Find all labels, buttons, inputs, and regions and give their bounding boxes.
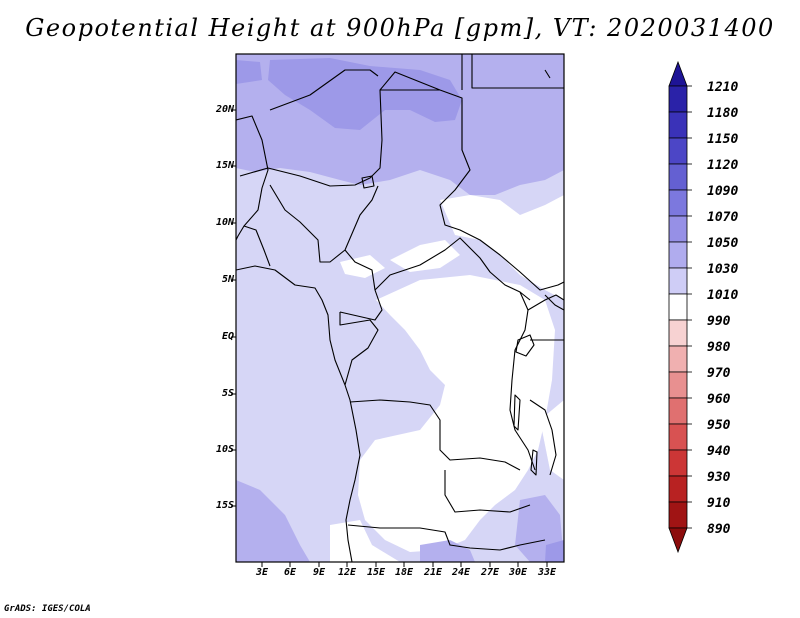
map-frame xyxy=(235,53,565,563)
border-chad-sudan xyxy=(380,89,463,150)
border-sahel xyxy=(239,71,564,291)
lon-label: 12E xyxy=(337,567,357,578)
coastline-west-africa xyxy=(236,265,361,562)
lon-label: 21E xyxy=(423,567,443,578)
lat-label: 10S xyxy=(215,444,234,455)
colorbar-label: 1090 xyxy=(707,184,739,199)
border-zambia xyxy=(444,470,531,513)
colorbar-label: 940 xyxy=(707,444,731,459)
field-white-blob2 xyxy=(340,255,385,278)
colorbar-label: 990 xyxy=(707,314,731,329)
lon-label: 3E xyxy=(255,567,269,578)
lat-label: 20N xyxy=(215,104,234,115)
colorbar-label: 970 xyxy=(707,366,731,381)
field-1050-north xyxy=(268,58,462,130)
border-tanzania xyxy=(529,399,557,476)
field-white-east xyxy=(540,400,564,480)
colorbar-swatch xyxy=(668,345,688,373)
colorbar-label: 1050 xyxy=(707,236,739,251)
colorbar-swatch xyxy=(668,371,688,399)
colorbar-label: 930 xyxy=(707,470,731,485)
colorbar-swatch xyxy=(668,163,688,191)
colorbar-swatch xyxy=(668,527,688,554)
lon-label: 9E xyxy=(312,567,326,578)
border-nigeria xyxy=(269,184,379,263)
border-angola-south xyxy=(347,524,546,551)
footer-credit: GrADS: IGES/COLA xyxy=(4,604,91,614)
lake-chad xyxy=(361,175,375,189)
field-1050-se xyxy=(545,540,564,562)
colorbar-label: 960 xyxy=(707,392,731,407)
lake-victoria xyxy=(515,334,535,357)
colorbar-label: 1030 xyxy=(707,262,739,277)
lon-label: 15E xyxy=(366,567,386,578)
colorbar-label: 910 xyxy=(707,496,731,511)
colorbar-label: 1180 xyxy=(707,106,739,121)
colorbar-swatch xyxy=(668,449,688,477)
field-white-north xyxy=(440,195,564,300)
colorbar-swatch xyxy=(668,85,688,113)
colorbar-swatch xyxy=(668,319,688,347)
field-1030-sw xyxy=(236,480,310,562)
map-title: Geopotential Height at 900hPa [gpm], VT:… xyxy=(25,14,775,42)
lake-malawi xyxy=(530,449,538,476)
border-guinea xyxy=(243,225,271,267)
lon-ticks xyxy=(261,562,548,567)
border-drc-east xyxy=(509,291,536,471)
colorbar-label: 1150 xyxy=(707,132,739,147)
colorbar-label: 890 xyxy=(707,522,731,537)
coastline-mauritania xyxy=(236,115,269,241)
lat-label: 5N xyxy=(221,274,234,285)
colorbar-label: 980 xyxy=(707,340,731,355)
lon-label: 6E xyxy=(283,567,297,578)
colorbar-swatch xyxy=(668,397,688,425)
lon-label: 30E xyxy=(508,567,528,578)
colorbar-label: 950 xyxy=(707,418,731,433)
field-1030-south xyxy=(420,540,475,562)
field-white-central xyxy=(358,275,555,552)
colorbar xyxy=(668,60,692,554)
border-congo xyxy=(339,312,379,386)
border-car-drc xyxy=(374,237,531,301)
lat-label: 10N xyxy=(215,217,234,228)
coast-east xyxy=(544,69,564,311)
lon-label: 24E xyxy=(451,567,471,578)
lon-label: 27E xyxy=(480,567,500,578)
colorbar-swatch xyxy=(668,501,688,529)
border-drc-angola xyxy=(349,399,521,471)
lat-label: EQ xyxy=(221,331,234,342)
border-libya-egypt xyxy=(461,54,564,90)
border-east-africa xyxy=(527,294,564,341)
colorbar-swatch xyxy=(668,111,688,139)
colorbar-label: 1210 xyxy=(707,80,739,95)
colorbar-swatch xyxy=(668,241,688,269)
border-algeria-niger xyxy=(269,69,379,111)
colorbar-swatch xyxy=(668,267,688,295)
colorbar-label: 1120 xyxy=(707,158,739,173)
colorbar-swatch xyxy=(668,189,688,217)
lat-label: 15S xyxy=(215,500,234,511)
lat-ticks xyxy=(231,109,236,507)
lat-label: 5S xyxy=(221,388,234,399)
colorbar-swatch xyxy=(668,475,688,503)
lake-tanganyika xyxy=(513,394,521,431)
field-1050-nw xyxy=(236,60,262,84)
colorbar-label: 1010 xyxy=(707,288,739,303)
colorbar-swatch xyxy=(668,293,688,321)
colorbar-swatch xyxy=(668,137,688,165)
colorbar-swatch xyxy=(668,423,688,451)
lon-label: 33E xyxy=(537,567,557,578)
lat-label: 15N xyxy=(215,160,234,171)
colorbar-swatch xyxy=(668,215,688,243)
colorbar-swatch xyxy=(668,60,688,87)
field-white-blob1 xyxy=(390,240,460,272)
colorbar-label: 1070 xyxy=(707,210,739,225)
lon-label: 18E xyxy=(394,567,414,578)
